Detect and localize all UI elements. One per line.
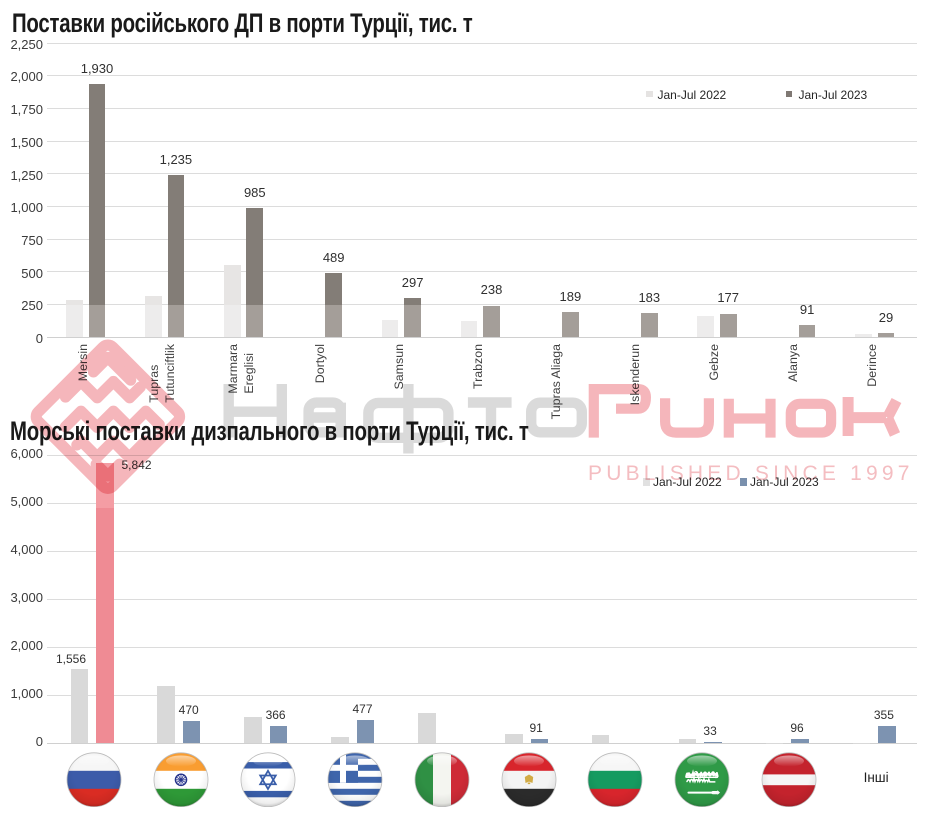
svg-text:PUBLISHED SINCE 1997: PUBLISHED SINCE 1997 <box>588 462 914 485</box>
